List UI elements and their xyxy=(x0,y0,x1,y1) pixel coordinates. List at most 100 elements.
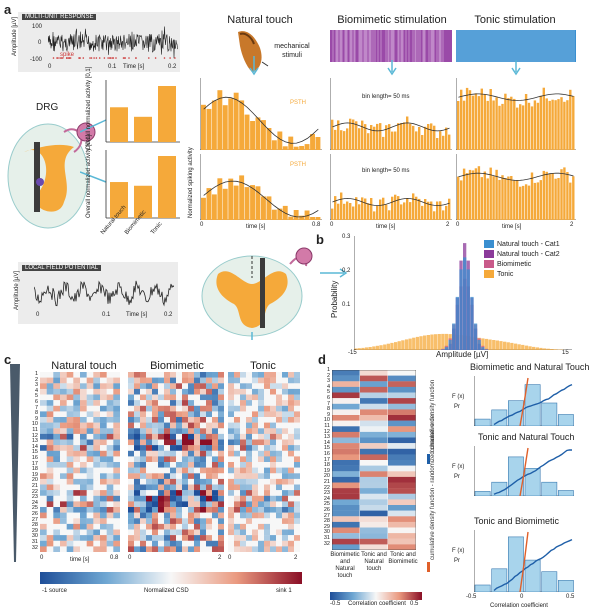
csd-cell xyxy=(176,439,183,446)
csd-cell xyxy=(182,495,189,502)
corr-cell xyxy=(332,521,360,528)
csd-cell xyxy=(218,428,224,435)
bio-xtick-1: 2 xyxy=(446,222,450,228)
csd-cell xyxy=(140,473,147,480)
csd-cell xyxy=(182,439,189,446)
csd-cell xyxy=(252,439,259,446)
csd-cell xyxy=(60,388,67,395)
csd-cell xyxy=(218,456,224,463)
channel-label: 4 xyxy=(326,383,330,390)
csd-cell xyxy=(182,445,189,451)
psth-bar xyxy=(364,124,367,150)
csd-cell xyxy=(80,495,87,502)
channel-label: 21 xyxy=(31,483,38,489)
csd-cell xyxy=(270,394,277,401)
corr-cell xyxy=(388,516,416,523)
cdf-title-1: Biomimetic and Natural Touch xyxy=(470,362,590,372)
csd-cell xyxy=(282,518,289,525)
csd-cell xyxy=(140,512,147,519)
csd-cell xyxy=(134,462,141,468)
corr-cell xyxy=(332,493,360,500)
csd-cell xyxy=(80,405,87,412)
csd-cell xyxy=(106,540,114,547)
csd-cell xyxy=(246,428,253,435)
csd-cell xyxy=(282,433,289,440)
csd-cell xyxy=(73,540,81,547)
spike-dot xyxy=(98,57,101,59)
csd-cell xyxy=(146,467,153,474)
d-col-2: Tonic and Natural touch xyxy=(361,552,387,572)
cdf-side-marker-1 xyxy=(427,454,430,464)
csd-cell xyxy=(294,523,300,530)
csd-cell xyxy=(128,372,135,378)
psth-bar xyxy=(271,140,277,150)
psth-bar xyxy=(486,100,489,150)
csd-cell xyxy=(146,501,153,508)
spike-dot xyxy=(69,57,72,59)
psth-bar xyxy=(536,102,540,150)
hist-bar-tonic xyxy=(557,349,561,350)
cdf-hist-bar xyxy=(541,402,558,426)
csd-cell xyxy=(212,428,219,435)
csd-cell xyxy=(218,405,224,412)
csd-cell xyxy=(294,394,300,401)
csd-cell xyxy=(73,467,81,474)
csd-cell xyxy=(164,546,171,552)
csd-cell xyxy=(200,467,207,474)
csd-cell xyxy=(200,428,207,435)
csd-cell xyxy=(246,501,253,508)
spike-dot xyxy=(93,57,95,59)
csd-cell xyxy=(170,540,177,547)
csd-cell xyxy=(282,484,289,491)
csd-cell xyxy=(152,394,159,401)
csd-cell xyxy=(182,501,189,508)
csd-cell xyxy=(164,456,171,463)
csd-cell xyxy=(246,388,253,395)
lfp-xtick-2: 0.1 xyxy=(102,312,111,318)
csd-cell xyxy=(73,428,81,435)
csd-cell xyxy=(240,456,247,463)
spike-dot xyxy=(60,57,63,59)
psth-bar xyxy=(266,128,272,150)
cdf-hist-bar xyxy=(558,414,574,426)
hist-bar-tonic xyxy=(401,340,405,350)
csd-cell xyxy=(106,462,114,468)
csd-cell xyxy=(134,501,141,508)
csd-cell xyxy=(158,450,165,457)
csd-cell xyxy=(140,428,147,435)
cdf-hist-bar xyxy=(474,491,491,496)
csd-cell xyxy=(218,433,224,440)
csd-cell xyxy=(188,400,195,406)
cdf2-pr: Pr xyxy=(454,474,460,480)
csd-cell xyxy=(228,518,235,525)
csd-cell xyxy=(80,462,87,468)
csd-cell xyxy=(240,372,247,378)
csd-cell xyxy=(176,535,183,541)
csd-cell xyxy=(40,484,47,491)
csd-cell xyxy=(194,495,201,502)
bin-label-1: bin length= 50 ms xyxy=(362,94,410,100)
cdf-plot-1 xyxy=(474,376,574,426)
csd-cell xyxy=(294,377,300,384)
csd-cell xyxy=(258,405,265,412)
csd-cell xyxy=(246,535,253,541)
csd-cell xyxy=(152,428,159,435)
hist-bar-cat1 xyxy=(473,323,478,350)
csd-cell xyxy=(176,388,183,395)
csd-cell xyxy=(93,400,101,406)
panel-d-letter: d xyxy=(318,352,326,367)
csd-cell xyxy=(246,450,253,457)
csd-cell xyxy=(60,512,67,519)
hist-bar-tonic xyxy=(394,342,398,350)
csd-cell xyxy=(53,518,61,525)
cdf1-pr: Pr xyxy=(454,404,460,410)
psth-bar xyxy=(477,166,481,220)
csd-cell xyxy=(93,507,101,513)
csd-cell xyxy=(128,490,135,496)
cdf-hist-bar xyxy=(524,559,541,592)
csd-cell xyxy=(252,529,259,536)
csd-cell xyxy=(113,495,120,502)
csd-cell xyxy=(46,473,54,480)
csd-cell xyxy=(66,394,74,401)
csd-cell xyxy=(66,450,74,457)
